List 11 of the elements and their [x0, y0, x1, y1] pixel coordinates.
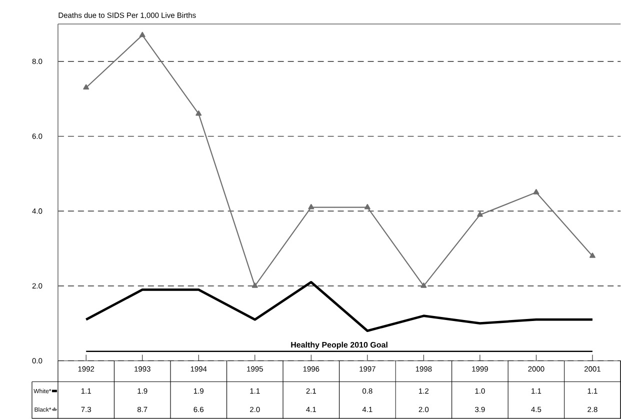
point	[252, 282, 258, 288]
point	[476, 211, 483, 217]
point	[308, 204, 314, 210]
point	[139, 32, 146, 38]
point	[590, 252, 596, 258]
point	[533, 189, 540, 194]
point	[364, 204, 370, 210]
point	[83, 84, 90, 90]
point	[196, 110, 202, 116]
line-series	[84, 280, 594, 332]
point	[420, 282, 427, 288]
